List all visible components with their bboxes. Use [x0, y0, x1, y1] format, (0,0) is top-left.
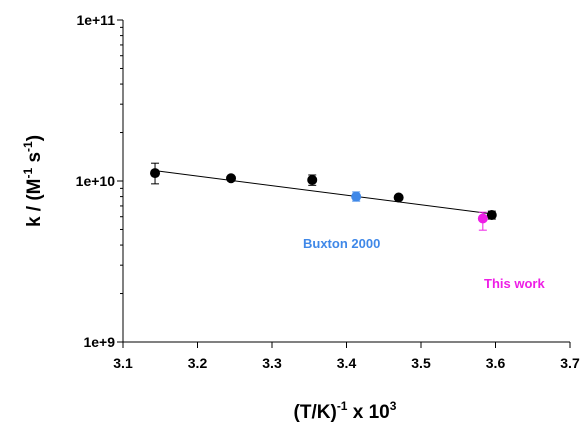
y-tick-label: 1e+11	[76, 12, 115, 28]
y-tick-label: 1e+9	[83, 334, 115, 350]
data-point	[150, 168, 161, 179]
x-tick-label: 3.3	[262, 355, 282, 371]
plot-area: 3.1 3.2 3.3 3.4 3.5 3.6 3.7 1e+9 1e+10 1e+11	[76, 12, 580, 371]
data-points	[150, 162, 497, 231]
fit-line	[154, 170, 492, 215]
annotation-this-work: This work	[484, 276, 545, 291]
y-ticks: 1e+9 1e+10 1e+11	[76, 12, 123, 350]
annotation-buxton: Buxton 2000	[303, 236, 380, 251]
y-tick-label: 1e+10	[76, 173, 116, 189]
data-point	[307, 174, 318, 185]
data-point	[226, 173, 237, 184]
x-axis-title: (T/K)-1 x 103	[294, 399, 397, 423]
x-tick-label: 3.4	[337, 355, 357, 371]
data-point	[477, 213, 488, 224]
data-point	[486, 209, 497, 220]
data-point	[393, 192, 404, 203]
x-tick-label: 3.5	[411, 355, 431, 371]
x-tick-label: 3.6	[486, 355, 506, 371]
x-tick-label: 3.1	[113, 355, 133, 371]
x-tick-label: 3.7	[560, 355, 580, 371]
data-point	[351, 191, 362, 202]
x-tick-label: 3.2	[188, 355, 208, 371]
x-ticks: 3.1 3.2 3.3 3.4 3.5 3.6 3.7	[113, 342, 580, 371]
y-axis-title: k / (M-1 s-1)	[21, 135, 45, 227]
